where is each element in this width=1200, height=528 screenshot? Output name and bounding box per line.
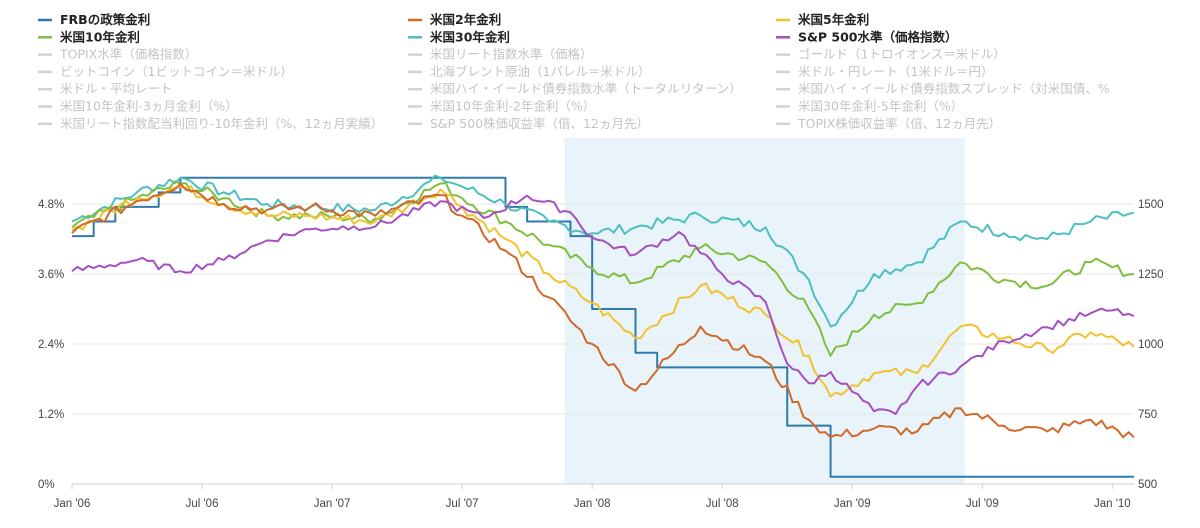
x-tick-label: Jul '06	[186, 498, 219, 510]
legend-item[interactable]: 米国10年金利	[38, 29, 140, 44]
y-right-tick-label: 750	[1138, 409, 1157, 421]
legend-item[interactable]: 米国30年金利-5年金利（%）	[776, 99, 963, 114]
legend-item[interactable]: TOPIX水準（価格指数）	[38, 47, 197, 62]
x-tick-label: Jul '08	[706, 498, 739, 510]
legend-item[interactable]: FRBの政策金利	[38, 12, 150, 27]
legend-label: 米国30年金利-5年金利（%）	[798, 99, 963, 114]
series-line	[71, 180, 1135, 357]
legend-label: 米国10年金利-3ヵ月金利（%）	[60, 99, 238, 114]
y-left-tick-label: 0%	[38, 479, 55, 491]
legend-label: S&P 500水準（価格指数）	[798, 29, 958, 44]
legend-label: 米国ハイ・イールド債券指数水準（トータルリターン）	[430, 81, 742, 96]
legend-item[interactable]: 米国2年金利	[408, 12, 501, 27]
legend-label: 米国リート指数配当利回り-10年金利（%、12ヵ月実績）	[60, 116, 383, 131]
legend-label: 米国5年金利	[797, 12, 869, 27]
legend-label: S&P 500株価収益率（倍、12ヵ月先）	[430, 116, 649, 131]
plot-area	[71, 138, 1135, 485]
legend-label: 北海ブレント原油（1バレル＝米ドル）	[430, 64, 650, 79]
y-left-tick-label: 4.8%	[38, 199, 64, 211]
x-tick-label: Jul '07	[446, 498, 479, 510]
legend-label: 米ドル・円レート（1米ドル＝円）	[798, 64, 993, 79]
legend-label: TOPIX水準（価格指数）	[59, 47, 197, 62]
legend-item[interactable]: ゴールド（1トロイオンス＝米ドル）	[776, 47, 1006, 62]
legend-label: FRBの政策金利	[60, 12, 150, 27]
series-lines	[71, 174, 1135, 478]
legend-item[interactable]: 米国10年金利-2年金利（%）	[408, 99, 595, 114]
legend-label: 米国10年金利-2年金利（%）	[430, 99, 595, 114]
legend-item[interactable]: S&P 500水準（価格指数）	[776, 29, 958, 44]
y-left-tick-label: 2.4%	[38, 339, 64, 351]
legend-item[interactable]: ビットコイン（1ビットコイン＝米ドル）	[38, 64, 293, 79]
series-line	[71, 174, 1135, 328]
legend-label: 米国リート指数水準（価格）	[430, 47, 593, 62]
series-line	[71, 182, 1135, 439]
legend-label: 米国2年金利	[429, 12, 501, 27]
legend-label: TOPIX株価収益率（倍、12ヵ月先）	[797, 116, 1001, 131]
legend-item[interactable]: 米国30年金利	[408, 29, 510, 44]
legend-label: ビットコイン（1ビットコイン＝米ドル）	[60, 64, 293, 79]
series-line	[71, 185, 1135, 398]
y-left-tick-label: 3.6%	[38, 269, 64, 281]
legend-item[interactable]: TOPIX株価収益率（倍、12ヵ月先）	[776, 116, 1001, 131]
legend-label: 米国10年金利	[59, 29, 140, 44]
y-right-tick-label: 1500	[1138, 199, 1164, 211]
legend-item[interactable]: 米国5年金利	[776, 12, 869, 27]
legend-item[interactable]: 米国ハイ・イールド債券指数スプレッド（対米国債、%	[776, 81, 1110, 96]
legend-item[interactable]: 米国10年金利-3ヵ月金利（%）	[38, 99, 238, 114]
legend-item[interactable]: 北海ブレント原油（1バレル＝米ドル）	[408, 64, 650, 79]
axis-ticks: 0% 1.2% 2.4% 3.6% 4.8% 500 750 1000 1250 1500 Jan …	[38, 199, 1164, 510]
legend-item[interactable]: 米ドル・円レート（1米ドル＝円）	[776, 64, 993, 79]
x-tick-label: Jul '09	[966, 498, 999, 510]
legend-item[interactable]: 米国リート指数配当利回り-10年金利（%、12ヵ月実績）	[38, 116, 383, 131]
legend-item[interactable]: S&P 500株価収益率（倍、12ヵ月先）	[408, 116, 649, 131]
y-right-tick-label: 1000	[1138, 339, 1164, 351]
y-right-tick-label: 500	[1138, 479, 1157, 491]
legend-item[interactable]: 米国リート指数水準（価格）	[408, 47, 593, 62]
series-line	[71, 194, 1135, 415]
x-tick-label: Jan '10	[1094, 498, 1131, 510]
x-tick-label: Jan '09	[834, 498, 871, 510]
legend-item[interactable]: 米国ハイ・イールド債券指数水準（トータルリターン）	[408, 81, 742, 96]
x-tick-label: Jan '06	[54, 498, 91, 510]
legend-item[interactable]: 米ドル・平均レート	[38, 81, 173, 96]
y-right-tick-label: 1250	[1138, 269, 1164, 281]
x-tick-label: Jan '08	[574, 498, 611, 510]
x-tick-label: Jan '07	[314, 498, 351, 510]
legend-label: 米ドル・平均レート	[60, 81, 173, 96]
recession-shading	[564, 138, 965, 484]
legend-label: 米国30年金利	[429, 29, 510, 44]
y-left-tick-label: 1.2%	[38, 409, 64, 421]
legend-label: 米国ハイ・イールド債券指数スプレッド（対米国債、%	[798, 81, 1110, 96]
legend-label: ゴールド（1トロイオンス＝米ドル）	[798, 47, 1006, 62]
